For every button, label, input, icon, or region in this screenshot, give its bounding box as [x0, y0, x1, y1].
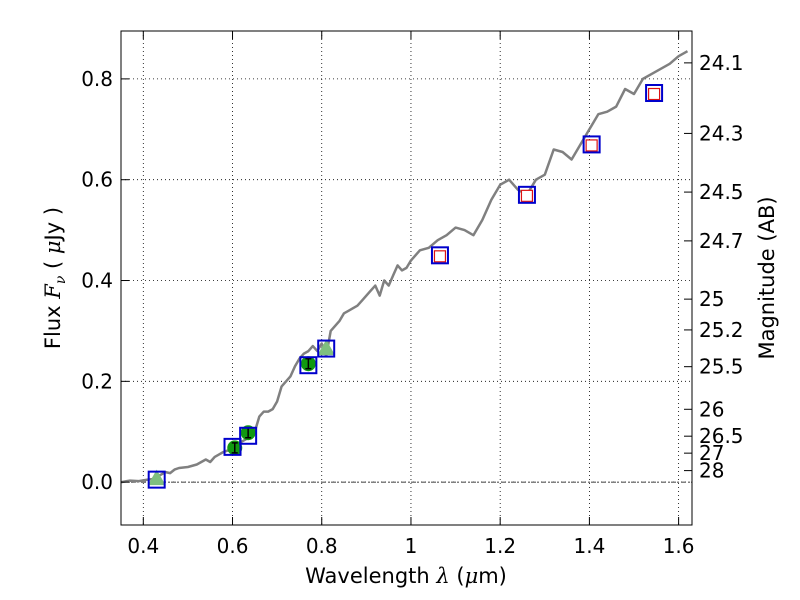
- magnitude-tick-label: 24.5: [699, 180, 744, 204]
- y-tick-label: 0.4: [81, 269, 113, 293]
- x-tick-label: 1.2: [484, 534, 516, 558]
- x-tick-label: 0.4: [127, 534, 159, 558]
- blue-square-marker: [317, 339, 336, 358]
- magnitude-tick-label: 24.7: [699, 229, 744, 253]
- blue-square-marker: [645, 84, 664, 103]
- plot-frame: [120, 30, 693, 526]
- blue-square-marker: [517, 185, 536, 204]
- magnitude-tick-label: 25: [699, 287, 724, 311]
- x-axis: 0.4 0.6 0.8 1 1.2 1.4 1.6: [127, 31, 695, 558]
- photometry-markers: [147, 84, 664, 489]
- red-square-marker: [647, 87, 661, 101]
- x-tick-label: 0.8: [306, 534, 338, 558]
- x-axis-label: Wavelength λ (μm): [305, 564, 507, 588]
- triangle-marker: [147, 469, 166, 486]
- x-tick-label: 1.6: [663, 534, 695, 558]
- magnitude-tick-label: 28: [699, 459, 724, 483]
- spectrum-series: [120, 50, 689, 484]
- red-square-marker: [433, 250, 447, 263]
- triangle-marker: [317, 339, 336, 356]
- y-tick-label: 0.2: [81, 369, 113, 393]
- magnitude-tick-label: 24.1: [699, 51, 744, 75]
- spectrum-line: [120, 50, 689, 484]
- blue-square-marker: [299, 356, 318, 375]
- blue-square-marker: [430, 246, 449, 265]
- blue-square-marker: [582, 135, 601, 154]
- magnitude-tick-label: 25.5: [699, 355, 744, 379]
- blue-square-marker: [223, 437, 242, 456]
- magnitude-tick-label: 27: [699, 441, 724, 465]
- y-axis: 0.0 0.2 0.4 0.6 0.8: [81, 67, 129, 494]
- y-tick-label: 0.0: [81, 470, 113, 494]
- x-tick-label: 1: [405, 534, 418, 558]
- x-tick-label: 0.6: [217, 534, 249, 558]
- magnitude-tick-label: 26.5: [699, 424, 744, 448]
- blue-square-marker: [147, 470, 166, 489]
- x-tick-label: 1.4: [573, 534, 605, 558]
- y-tick-label: 0.8: [81, 67, 113, 91]
- red-square-marker: [585, 139, 598, 152]
- magnitude-tick-label: 25.2: [699, 318, 744, 342]
- magnitude-tick-label: 26: [699, 397, 724, 421]
- y-axis-label: Flux Fν ( μJy ): [41, 207, 69, 349]
- blue-square-marker: [239, 426, 258, 445]
- y-tick-label: 0.6: [81, 168, 113, 192]
- plot-area: [121, 31, 692, 525]
- red-square-marker: [520, 189, 534, 202]
- magnitude-tick-label: 24.3: [699, 121, 744, 145]
- magnitude-axis-label: Magnitude (AB): [755, 196, 779, 359]
